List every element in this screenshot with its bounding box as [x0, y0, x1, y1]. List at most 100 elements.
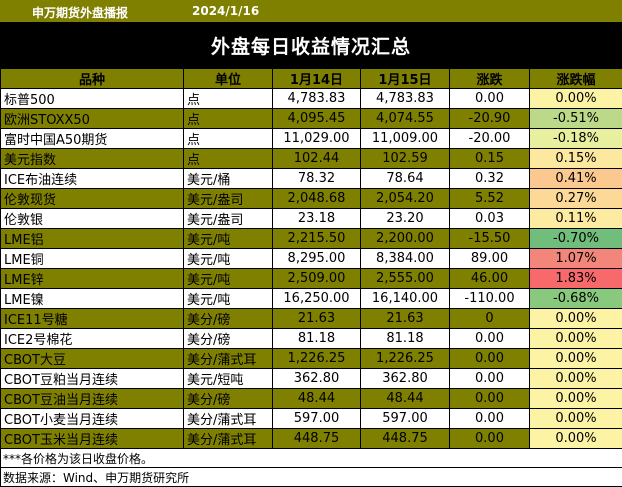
cell-date2: 23.20: [361, 209, 450, 229]
page-title: 外盘每日收益情况汇总: [0, 22, 622, 68]
cell-change: -20.00: [450, 129, 530, 149]
cell-change: 89.00: [450, 249, 530, 269]
col-header-change: 涨跌: [450, 69, 530, 89]
cell-name: LME铝: [1, 229, 184, 249]
cell-change: 0.03: [450, 209, 530, 229]
cell-change: -110.00: [450, 289, 530, 309]
cell-name: LME铜: [1, 249, 184, 269]
cell-name: CBOT豆油当月连续: [1, 389, 184, 409]
cell-date1: 78.32: [273, 169, 361, 189]
cell-date1: 4,783.83: [273, 89, 361, 109]
cell-date2: 78.64: [361, 169, 450, 189]
cell-date2: 11,009.00: [361, 129, 450, 149]
cell-name: CBOT豆粕当月连续: [1, 369, 184, 389]
cell-pct: 0.00%: [530, 429, 622, 449]
cell-name: 伦敦银: [1, 209, 184, 229]
brand-title: 申万期货外盘播报: [32, 4, 128, 21]
cell-unit: 点: [184, 149, 273, 169]
cell-change: 0.00: [450, 429, 530, 449]
cell-date1: 23.18: [273, 209, 361, 229]
top-banner: 申万期货外盘播报 2024/1/16: [0, 0, 622, 22]
cell-name: LME锌: [1, 269, 184, 289]
cell-pct: 1.83%: [530, 269, 622, 289]
cell-unit: 点: [184, 89, 273, 109]
cell-unit: 点: [184, 129, 273, 149]
col-header-name: 品种: [1, 69, 184, 89]
cell-date1: 1,226.25: [273, 349, 361, 369]
cell-change: -15.50: [450, 229, 530, 249]
cell-unit: 美元/桶: [184, 169, 273, 189]
cell-unit: 美元/吨: [184, 249, 273, 269]
cell-date2: 4,783.83: [361, 89, 450, 109]
cell-name: 标普500: [1, 89, 184, 109]
footnote-row: ***各价格为该日收盘价格。: [1, 449, 622, 468]
cell-unit: 美分/蒲式耳: [184, 429, 273, 449]
cell-change: 5.52: [450, 189, 530, 209]
cell-pct: 0.00%: [530, 309, 622, 329]
cell-date2: 81.18: [361, 329, 450, 349]
cell-date2: 2,054.20: [361, 189, 450, 209]
col-header-date2: 1月15日: [361, 69, 450, 89]
cell-name: ICE布油连续: [1, 169, 184, 189]
cell-date2: 4,074.55: [361, 109, 450, 129]
cell-date1: 362.80: [273, 369, 361, 389]
cell-pct: 0.00%: [530, 349, 622, 369]
cell-name: 伦敦现货: [1, 189, 184, 209]
cell-date2: 597.00: [361, 409, 450, 429]
cell-pct: 0.27%: [530, 189, 622, 209]
cell-unit: 美分/磅: [184, 389, 273, 409]
cell-change: 0.32: [450, 169, 530, 189]
cell-pct: -0.68%: [530, 289, 622, 309]
cell-change: 0.00: [450, 369, 530, 389]
cell-unit: 美元/吨: [184, 269, 273, 289]
cell-unit: 美分/磅: [184, 329, 273, 349]
cell-pct: 0.15%: [530, 149, 622, 169]
cell-date1: 81.18: [273, 329, 361, 349]
cell-change: -20.90: [450, 109, 530, 129]
col-header-pct: 涨跌幅: [530, 69, 622, 89]
cell-name: CBOT大豆: [1, 349, 184, 369]
cell-date1: 8,295.00: [273, 249, 361, 269]
cell-date1: 21.63: [273, 309, 361, 329]
cell-unit: 美元/短吨: [184, 369, 273, 389]
cell-change: 0.00: [450, 349, 530, 369]
cell-pct: -0.18%: [530, 129, 622, 149]
cell-pct: -0.51%: [530, 109, 622, 129]
col-header-date1: 1月14日: [273, 69, 361, 89]
cell-date1: 4,095.45: [273, 109, 361, 129]
report-date: 2024/1/16: [192, 4, 259, 18]
cell-date2: 8,384.00: [361, 249, 450, 269]
cell-name: 美元指数: [1, 149, 184, 169]
cell-unit: 美元/吨: [184, 229, 273, 249]
cell-date1: 11,029.00: [273, 129, 361, 149]
cell-date2: 21.63: [361, 309, 450, 329]
cell-pct: 0.00%: [530, 89, 622, 109]
cell-date2: 448.75: [361, 429, 450, 449]
cell-name: CBOT小麦当月连续: [1, 409, 184, 429]
header-row: 品种 单位 1月14日 1月15日 涨跌 涨跌幅: [1, 69, 622, 89]
cell-date1: 2,215.50: [273, 229, 361, 249]
cell-unit: 美元/吨: [184, 289, 273, 309]
cell-date2: 102.59: [361, 149, 450, 169]
cell-change: 0.15: [450, 149, 530, 169]
col-header-unit: 单位: [184, 69, 273, 89]
cell-change: 0: [450, 309, 530, 329]
cell-unit: 美元/盎司: [184, 189, 273, 209]
cell-date1: 448.75: [273, 429, 361, 449]
cell-unit: 美分/蒲式耳: [184, 349, 273, 369]
